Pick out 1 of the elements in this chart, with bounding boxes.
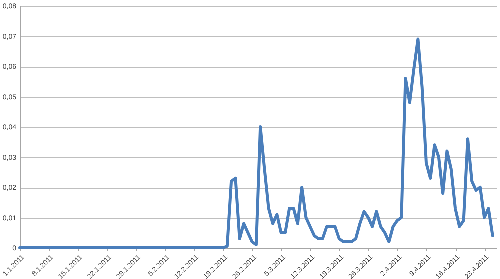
line-series <box>18 38 494 250</box>
